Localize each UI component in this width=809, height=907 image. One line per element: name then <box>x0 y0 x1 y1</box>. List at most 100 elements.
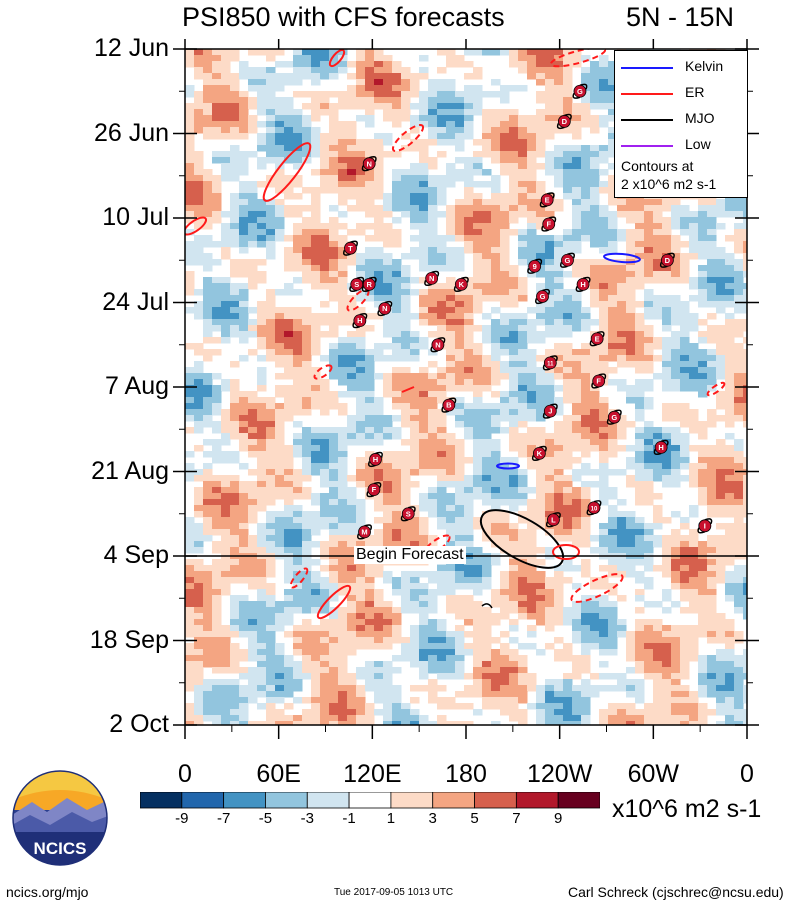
field-cell <box>455 397 465 404</box>
field-cell <box>230 451 240 458</box>
field-cell <box>410 577 420 584</box>
field-cell <box>464 229 474 236</box>
field-cell <box>239 193 249 200</box>
field-cell <box>302 607 312 614</box>
field-cell <box>347 175 357 182</box>
field-cell <box>293 193 303 200</box>
field-cell <box>266 457 276 464</box>
field-cell <box>473 631 483 638</box>
field-cell <box>455 235 465 242</box>
field-cell <box>302 475 312 482</box>
field-cell <box>302 547 312 554</box>
field-cell <box>527 331 537 338</box>
field-cell <box>374 541 384 548</box>
field-cell <box>356 67 366 74</box>
field-cell <box>554 403 564 410</box>
field-cell <box>410 235 420 242</box>
field-cell <box>401 643 411 650</box>
field-cell <box>653 541 663 548</box>
field-cell <box>203 331 213 338</box>
field-cell <box>455 631 465 638</box>
field-cell <box>500 223 510 230</box>
field-cell <box>428 175 438 182</box>
field-cell <box>437 235 447 242</box>
field-cell <box>374 607 384 614</box>
field-cell <box>374 427 384 434</box>
field-cell <box>446 445 456 452</box>
field-cell <box>482 493 492 500</box>
field-cell <box>338 247 348 254</box>
field-cell <box>599 85 609 92</box>
field-cell <box>311 499 321 506</box>
field-cell <box>536 181 546 188</box>
field-cell <box>257 277 267 284</box>
field-cell <box>734 331 744 338</box>
field-cell <box>338 271 348 278</box>
field-cell <box>203 421 213 428</box>
field-cell <box>608 451 618 458</box>
field-cell <box>734 493 744 500</box>
field-cell <box>590 445 600 452</box>
field-cell <box>500 349 510 356</box>
field-cell <box>185 451 195 458</box>
field-cell <box>293 109 303 116</box>
field-cell <box>545 547 555 554</box>
field-cell <box>464 331 474 338</box>
field-cell <box>437 469 447 476</box>
field-cell <box>419 409 429 416</box>
field-cell <box>248 397 258 404</box>
field-cell <box>419 463 429 470</box>
field-cell <box>572 409 582 416</box>
field-cell <box>239 199 249 206</box>
field-cell <box>689 409 699 416</box>
field-cell <box>536 79 546 86</box>
field-cell <box>635 493 645 500</box>
field-cell <box>707 247 717 254</box>
field-cell <box>194 493 204 500</box>
field-cell <box>194 427 204 434</box>
field-cell <box>419 169 429 176</box>
field-cell <box>725 331 735 338</box>
field-cell <box>212 91 222 98</box>
field-cell <box>338 181 348 188</box>
field-cell <box>464 241 474 248</box>
field-cell <box>581 427 591 434</box>
field-cell <box>338 367 348 374</box>
field-cell <box>743 583 747 590</box>
field-cell <box>410 631 420 638</box>
field-cell <box>293 559 303 566</box>
field-cell <box>734 295 744 302</box>
field-cell <box>383 67 393 74</box>
field-cell <box>743 601 747 608</box>
field-cell <box>284 529 294 536</box>
field-cell <box>347 421 357 428</box>
field-cell <box>599 547 609 554</box>
field-cell <box>680 307 690 314</box>
field-cell <box>203 337 213 344</box>
field-cell <box>572 637 582 644</box>
field-cell <box>635 619 645 626</box>
field-cell <box>239 61 249 68</box>
field-cell <box>239 529 249 536</box>
field-cell <box>275 517 285 524</box>
field-cell <box>194 409 204 416</box>
field-cell <box>635 265 645 272</box>
field-cell <box>608 97 618 104</box>
field-cell <box>680 541 690 548</box>
field-cell <box>194 583 204 590</box>
field-cell <box>212 217 222 224</box>
field-cell <box>293 61 303 68</box>
field-cell <box>734 445 744 452</box>
field-cell <box>644 241 654 248</box>
field-cell <box>248 571 258 578</box>
field-cell <box>419 589 429 596</box>
field-cell <box>527 571 537 578</box>
field-cell <box>626 523 636 530</box>
field-cell <box>401 571 411 578</box>
field-cell <box>581 265 591 272</box>
field-cell <box>455 169 465 176</box>
field-cell <box>230 229 240 236</box>
field-cell <box>509 109 519 116</box>
field-cell <box>320 259 330 266</box>
field-cell <box>347 433 357 440</box>
